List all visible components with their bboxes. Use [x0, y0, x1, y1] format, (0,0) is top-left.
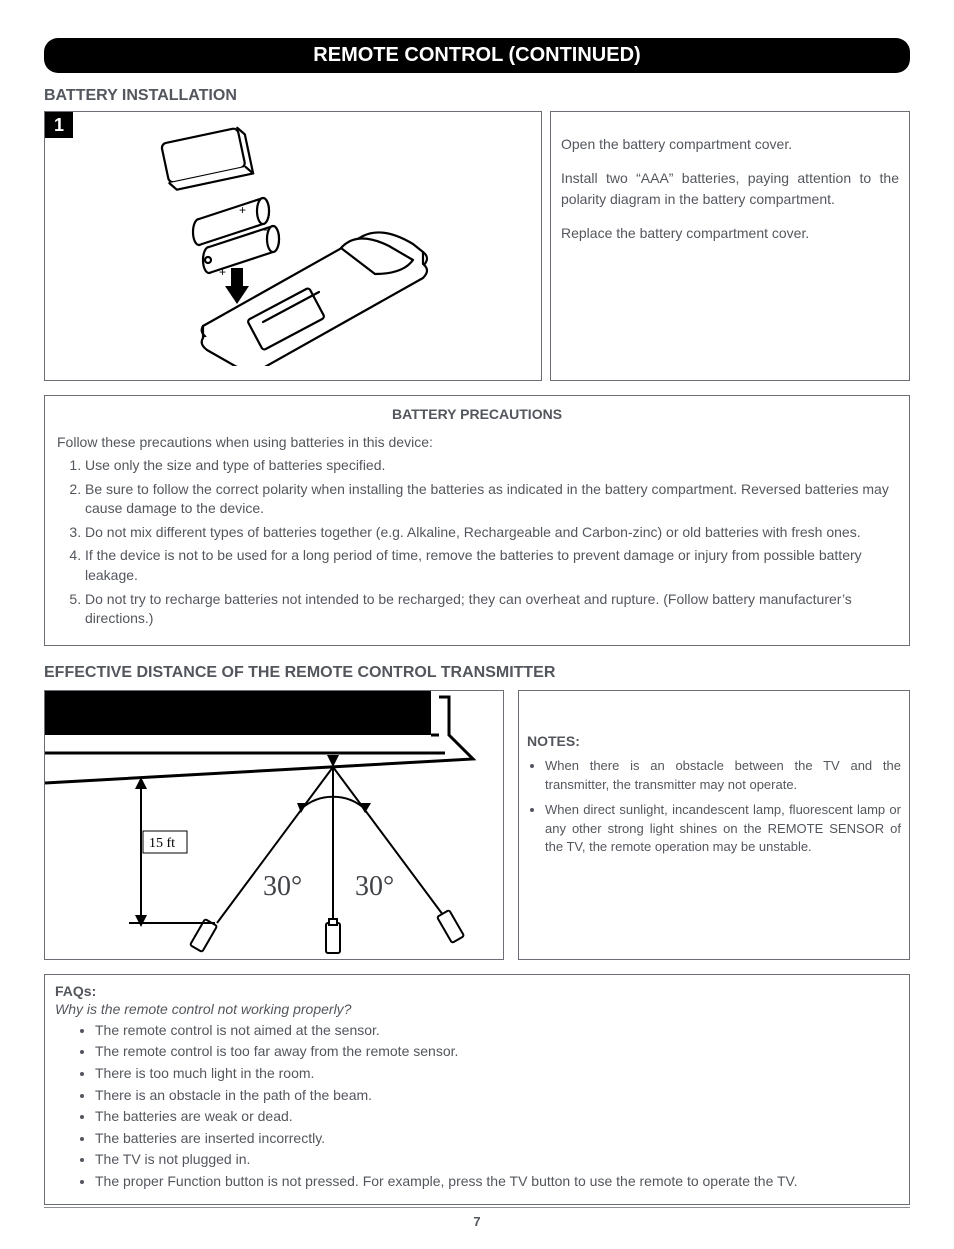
footer-rule [44, 1207, 910, 1208]
battery-install-row: 1 [44, 111, 910, 381]
faq-item: The batteries are weak or dead. [95, 1107, 899, 1127]
page-number: 7 [44, 1214, 910, 1229]
faq-item: The TV is not plugged in. [95, 1150, 899, 1170]
precautions-title: BATTERY PRECAUTIONS [57, 406, 897, 422]
effective-distance-row: 15 ft 30° 30° NOTES: When there is an ob… [44, 690, 910, 960]
faq-item: There is too much light in the room. [95, 1064, 899, 1084]
notes-panel: NOTES: When there is an obstacle between… [518, 690, 910, 960]
page-root: REMOTE CONTROL (CONTINUED) BATTERY INSTA… [0, 0, 954, 1249]
faq-item: The batteries are inserted incorrectly. [95, 1129, 899, 1149]
faqs-box: FAQs: Why is the remote control not work… [44, 974, 910, 1205]
faqs-title: FAQs: [55, 983, 899, 999]
svg-text:+: + [219, 265, 226, 279]
precaution-item: Use only the size and type of batteries … [85, 456, 897, 476]
precautions-intro: Follow these precautions when using batt… [57, 434, 897, 450]
page-title-bar: REMOTE CONTROL (CONTINUED) [44, 38, 910, 73]
battery-instruction-p3: Replace the battery compartment cover. [561, 223, 899, 243]
faqs-question: Why is the remote control not working pr… [55, 1001, 899, 1017]
note-item: When there is an obstacle between the TV… [545, 757, 901, 795]
precautions-list: Use only the size and type of batteries … [57, 456, 897, 629]
precaution-item: Do not mix different types of batteries … [85, 523, 897, 543]
angle-left-label: 30° [263, 871, 302, 902]
faq-item: The remote control is too far away from … [95, 1042, 899, 1062]
battery-instruction-p1: Open the battery compartment cover. [561, 134, 899, 154]
precautions-box: BATTERY PRECAUTIONS Follow these precaut… [44, 395, 910, 646]
step-number-badge: 1 [45, 112, 73, 138]
remote-battery-illustration: + + − [113, 126, 473, 366]
battery-instructions-panel: Open the battery compartment cover. Inst… [550, 111, 910, 381]
battery-instruction-p2: Install two “AAA” batteries, paying atte… [561, 168, 899, 209]
notes-title: NOTES: [527, 731, 901, 751]
faq-item: The proper Function button is not presse… [95, 1172, 899, 1192]
effective-distance-heading: EFFECTIVE DISTANCE OF THE REMOTE CONTROL… [44, 664, 910, 682]
faq-item: There is an obstacle in the path of the … [95, 1086, 899, 1106]
precaution-item: If the device is not to be used for a lo… [85, 546, 897, 585]
battery-installation-heading: BATTERY INSTALLATION [44, 87, 910, 105]
effective-distance-diagram: 15 ft 30° 30° [45, 691, 503, 959]
svg-text:−: − [263, 223, 270, 237]
precaution-item: Be sure to follow the correct polarity w… [85, 480, 897, 519]
notes-list: When there is an obstacle between the TV… [527, 757, 901, 857]
faq-item: The remote control is not aimed at the s… [95, 1021, 899, 1041]
battery-diagram-panel: 1 [44, 111, 542, 381]
distance-diagram-panel: 15 ft 30° 30° [44, 690, 504, 960]
note-item: When direct sunlight, incandescent lamp,… [545, 801, 901, 858]
angle-right-label: 30° [355, 871, 394, 902]
distance-label-text: 15 ft [149, 836, 175, 851]
faqs-list: The remote control is not aimed at the s… [55, 1021, 899, 1192]
svg-text:+: + [239, 203, 246, 217]
precaution-item: Do not try to recharge batteries not int… [85, 590, 897, 629]
